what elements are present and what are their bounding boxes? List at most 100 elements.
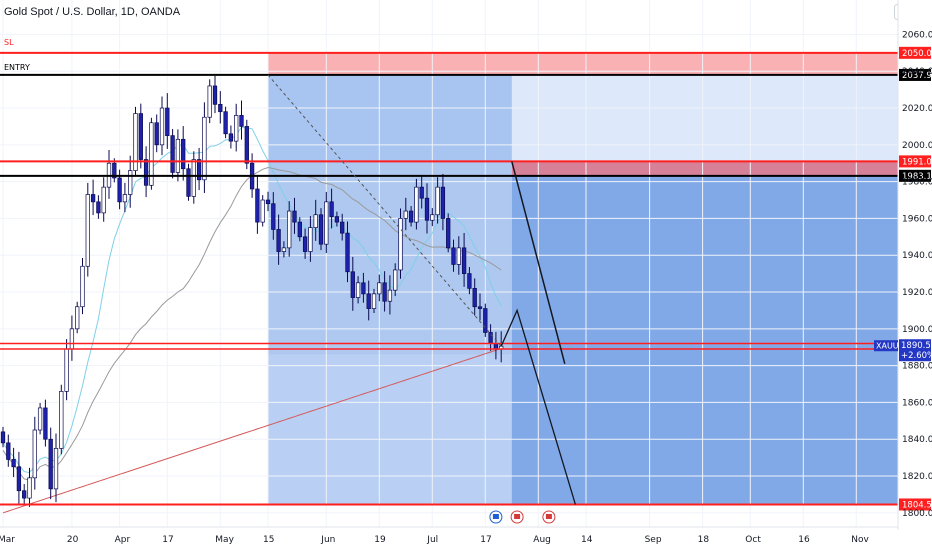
candle-body <box>281 247 287 252</box>
candle-body <box>133 113 138 171</box>
candle-body <box>85 194 90 267</box>
x-tick-label: Oct <box>745 535 761 545</box>
candle-body <box>477 306 483 309</box>
candle-body <box>101 186 106 214</box>
candle <box>159 96 165 156</box>
us-flag-event-icon <box>510 510 524 524</box>
candle <box>75 301 80 334</box>
level-price-text: 2050.000 <box>902 49 932 59</box>
candle <box>318 208 324 251</box>
candle-body <box>80 265 85 308</box>
candle <box>16 451 22 504</box>
price-tag-value: 1890.545 <box>901 341 932 351</box>
candle <box>276 214 281 265</box>
candle <box>69 315 75 361</box>
symbol-tag-bg <box>874 340 898 352</box>
price-axis-bg <box>898 0 932 550</box>
candle-body <box>228 133 234 142</box>
candle-body <box>308 227 313 252</box>
candle <box>324 191 329 254</box>
x-tick-label: Jul <box>426 535 438 545</box>
candle-body <box>75 306 80 330</box>
x-tick-label: Mar <box>0 535 15 545</box>
candle-body <box>435 186 440 216</box>
candle <box>6 434 11 467</box>
candle-body <box>430 214 435 221</box>
level-price-label: 1804.530 <box>899 498 932 511</box>
candle-body <box>117 177 122 203</box>
candle-body <box>138 113 143 160</box>
level-price-text: 2037.990 <box>902 71 932 81</box>
candle <box>106 149 112 199</box>
candles-layer <box>0 76 504 507</box>
candle-body <box>366 293 371 309</box>
candle-body <box>334 216 340 223</box>
candle <box>165 93 170 149</box>
level-price-text: 1983.150 <box>902 172 932 182</box>
candle-body <box>207 85 212 118</box>
level-price-label: 1991.000 <box>899 155 932 168</box>
candle <box>90 179 96 216</box>
symbol-tag-text: XAUUSD <box>876 342 910 351</box>
level-price-tag <box>899 498 931 511</box>
candle-body <box>271 203 276 230</box>
candle <box>181 126 186 181</box>
y-tick-label: 1980.000 <box>902 178 932 188</box>
candle <box>366 280 371 321</box>
level-price-tag <box>899 68 931 81</box>
candle <box>461 232 467 287</box>
y-tick-label: 2000.000 <box>902 141 932 151</box>
candle <box>101 177 106 222</box>
candle <box>424 183 430 234</box>
sl-label: SL <box>4 38 14 47</box>
candle-body <box>292 210 297 223</box>
zones-layer <box>268 52 898 505</box>
candle-body <box>446 218 451 249</box>
candle-body <box>22 490 27 499</box>
candle <box>355 276 361 304</box>
candle-body <box>6 442 11 460</box>
candle <box>361 272 366 303</box>
candle <box>467 266 472 295</box>
y-tick-label: 1800.000 <box>902 509 932 519</box>
candle-body <box>350 271 355 298</box>
candle-body <box>37 407 43 431</box>
candle <box>387 275 393 315</box>
candle-body <box>165 107 170 136</box>
candle <box>414 178 419 230</box>
candle <box>212 76 218 114</box>
x-tick-label: 14 <box>581 535 593 545</box>
y-tick-label: 1960.000 <box>902 214 932 224</box>
candle-body <box>196 159 202 181</box>
candle-body <box>382 282 387 302</box>
candle-body <box>154 122 159 146</box>
candle-body <box>186 168 191 197</box>
candle <box>265 191 271 212</box>
candle-body <box>122 194 128 203</box>
candle-body <box>361 282 366 295</box>
candle-body <box>223 111 228 135</box>
candle <box>440 173 446 231</box>
candle-body <box>128 170 133 195</box>
candle-body <box>440 186 446 219</box>
candle <box>59 384 64 455</box>
candle <box>345 221 350 283</box>
level-price-tag <box>899 155 931 168</box>
candle <box>122 182 128 213</box>
lightning-event-icon <box>489 510 503 524</box>
candle <box>234 103 239 152</box>
projection-path <box>500 308 577 505</box>
candle <box>43 399 48 447</box>
us-flag-event-icon <box>542 510 556 524</box>
candle <box>472 278 477 316</box>
candle-body <box>408 210 414 223</box>
candle <box>196 147 202 191</box>
x-tick-label: Nov <box>851 535 869 545</box>
candle <box>170 129 175 179</box>
chart-title: Gold Spot / U.S. Dollar, 1D, OANDA <box>4 6 181 18</box>
candle <box>228 125 234 149</box>
zone-overlay <box>268 74 898 162</box>
price-axis-layer: 2050.000 2037.990 1991.000 1983.150 1804.530… <box>874 0 932 550</box>
candle <box>0 426 6 448</box>
